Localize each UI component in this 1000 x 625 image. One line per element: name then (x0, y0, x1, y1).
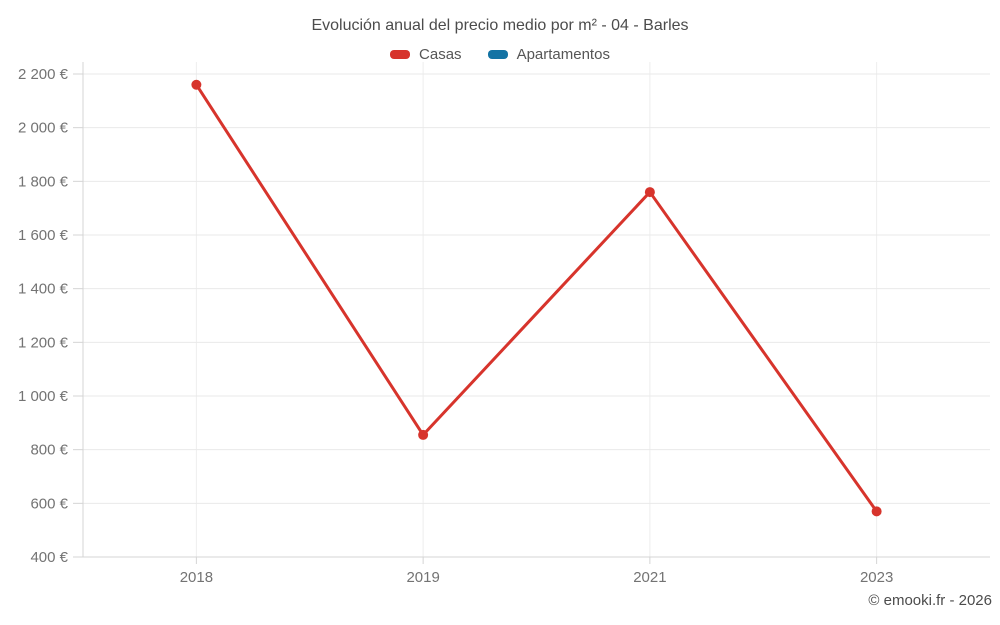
y-axis-label: 1 400 € (18, 281, 69, 298)
y-axis-label: 1 600 € (18, 227, 69, 244)
data-point-casas (191, 79, 202, 90)
y-axis-label: 1 200 € (18, 334, 69, 351)
y-axis-label: 400 € (30, 549, 68, 566)
legend-item-casas[interactable]: Casas (390, 46, 462, 63)
y-axis-label: 1 000 € (18, 388, 69, 405)
x-axis-label: 2019 (406, 569, 439, 586)
casas-swatch-icon (390, 50, 411, 59)
series-line-casas (194, 83, 879, 513)
x-axis-label: 2018 (180, 569, 213, 586)
copyright-text: © emooki.fr - 2026 (868, 592, 992, 609)
legend-label-apartamentos: Apartamentos (516, 46, 610, 63)
y-axis-label: 1 800 € (18, 173, 69, 190)
y-axis-label: 2 000 € (18, 120, 69, 137)
chart-legend: Casas Apartamentos (0, 46, 1000, 63)
y-axis-label: 600 € (30, 495, 68, 512)
data-point-casas (644, 187, 655, 198)
y-axis-label: 2 200 € (18, 66, 69, 83)
y-axis-label: 800 € (30, 442, 68, 459)
data-point-casas (871, 506, 882, 517)
data-point-casas (418, 429, 429, 440)
x-axis-label: 2023 (860, 569, 893, 586)
legend-item-apartamentos[interactable]: Apartamentos (487, 46, 610, 63)
chart-title: Evolución anual del precio medio por m² … (311, 17, 689, 34)
x-axis-label: 2021 (633, 569, 666, 586)
apartamentos-swatch-icon (487, 50, 508, 59)
legend-label-casas: Casas (419, 46, 462, 63)
